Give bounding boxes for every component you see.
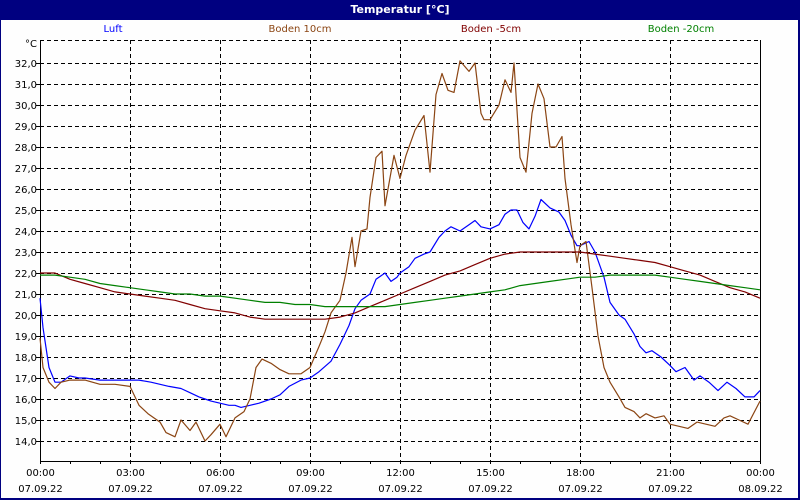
y-tick-label: 19,0: [15, 332, 37, 343]
y-tick-label: 17,0: [15, 374, 37, 385]
x-tick-time: 06:00: [206, 468, 235, 479]
y-unit-label: °C: [25, 39, 37, 50]
y-tick-label: 31,0: [15, 80, 37, 91]
x-tick-date: 07.09.22: [648, 484, 693, 495]
y-tick-label: 21,0: [15, 290, 37, 301]
y-tick-label: 25,0: [15, 206, 37, 217]
y-tick-label: 32,0: [15, 59, 37, 70]
x-tick-date: 07.09.22: [108, 484, 153, 495]
series-luft: [39, 198, 761, 408]
y-tick-label: 27,0: [15, 164, 37, 175]
x-tick-date: 07.09.22: [558, 484, 603, 495]
series-boden-10cm: [39, 60, 761, 442]
x-tick-date: 07.09.22: [288, 484, 333, 495]
x-tick-date: 07.09.22: [468, 484, 513, 495]
x-tick-time: 15:00: [476, 468, 505, 479]
chart-title: Temperatur [°C]: [0, 0, 800, 20]
x-tick-date: 08.09.22: [738, 484, 783, 495]
y-tick-label: 28,0: [15, 143, 37, 154]
x-tick-time: 09:00: [296, 468, 325, 479]
legend-boden-minus-5cm: Boden -5cm: [460, 24, 522, 35]
y-tick-label: 14,0: [15, 437, 37, 448]
x-tick-time: 00:00: [26, 468, 55, 479]
axes: 14,0 15,0 16,0 17,0 18,0 19,0 20,0 21,0 22,0 23,0…: [15, 39, 783, 495]
chart-plot: 14,0 15,0 16,0 17,0 18,0 19,0 20,0 21,0 22,0 23,0…: [15, 39, 783, 495]
x-tick-date: 07.09.22: [18, 484, 63, 495]
legend-boden-10cm: Boden 10cm: [268, 24, 332, 35]
x-tick-time: 12:00: [386, 468, 415, 479]
y-tick-label: 16,0: [15, 395, 37, 406]
legend-boden-minus-20cm: Boden -20cm: [647, 24, 715, 35]
x-tick-time: 18:00: [566, 468, 595, 479]
series-boden-20cm: [40, 274, 761, 308]
y-tick-label: 30,0: [15, 101, 37, 112]
y-tick-label: 20,0: [15, 311, 37, 322]
y-tick-label: 29,0: [15, 122, 37, 133]
y-tick-label: 18,0: [15, 353, 37, 364]
y-tick-label: 22,0: [15, 269, 37, 280]
x-tick-time: 00:00: [746, 468, 775, 479]
y-tick-label: 24,0: [15, 227, 37, 238]
y-tick-label: 23,0: [15, 248, 37, 259]
grid-lines: [40, 40, 760, 461]
x-tick-date: 07.09.22: [198, 484, 243, 495]
legend-luft: Luft: [103, 24, 123, 35]
data-series: [39, 60, 761, 442]
x-tick-time: 21:00: [656, 468, 685, 479]
x-tick-date: 07.09.22: [378, 484, 423, 495]
series-boden-5cm: [40, 251, 761, 320]
x-tick-time: 03:00: [116, 468, 145, 479]
chart-panel: 14,0 15,0 16,0 17,0 18,0 19,0 20,0 21,0 22,0 23,0…: [1, 20, 798, 498]
y-tick-label: 26,0: [15, 185, 37, 196]
y-tick-label: 15,0: [15, 416, 37, 427]
